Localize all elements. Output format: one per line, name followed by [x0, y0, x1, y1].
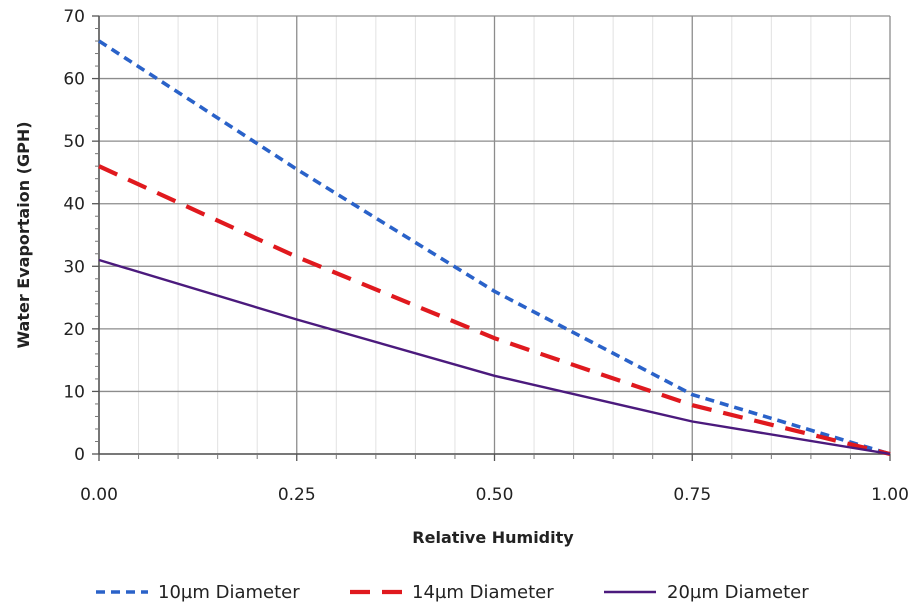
x-tick-label: 0.75 — [673, 485, 711, 505]
y-tick-label: 70 — [63, 7, 85, 27]
y-tick-label: 40 — [63, 195, 85, 215]
y-tick-label: 10 — [63, 382, 85, 402]
y-axis-title: Water Evaportaion (GPH) — [14, 121, 33, 348]
y-tick-label: 30 — [63, 257, 85, 277]
legend-label-3: 20µm Diameter — [667, 582, 809, 603]
y-tick-label: 20 — [63, 320, 85, 340]
y-tick-label: 60 — [63, 70, 85, 90]
x-axis-title: Relative Humidity — [412, 528, 574, 547]
legend-label-1: 10µm Diameter — [158, 582, 300, 603]
legend-label-2: 14µm Diameter — [412, 582, 554, 603]
axes — [92, 16, 890, 461]
x-tick-label: 0.50 — [476, 485, 514, 505]
grid — [99, 16, 890, 454]
legend: 10µm Diameter 14µm Diameter 20µm Diameter — [96, 582, 809, 603]
x-tick-label: 1.00 — [871, 485, 909, 505]
x-tick-label: 0.00 — [80, 485, 118, 505]
x-tick-label: 0.25 — [278, 485, 316, 505]
y-tick-label: 50 — [63, 132, 85, 152]
y-tick-label: 0 — [74, 445, 85, 465]
tick-labels: 0 10 20 30 40 50 60 70 0.00 0.25 0.50 0.75 1.00 — [63, 7, 909, 505]
